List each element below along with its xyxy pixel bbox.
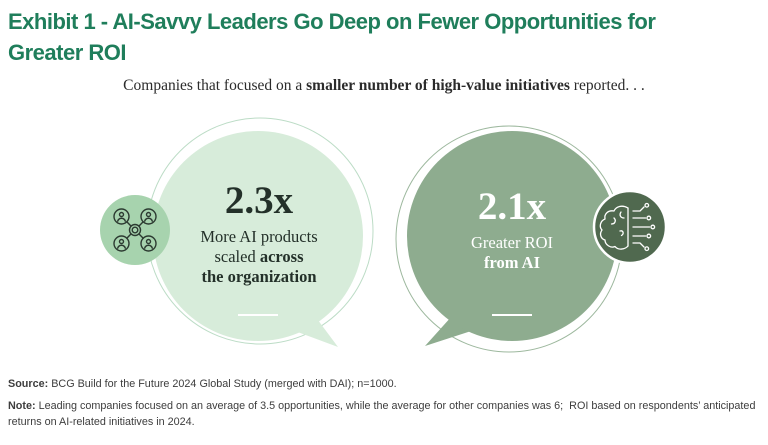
right-bubble (407, 131, 617, 341)
source-text: BCG Build for the Future 2024 Global Stu… (48, 378, 397, 390)
subtitle-prefix: Companies that focused on a (123, 77, 307, 94)
subtitle-bold: smaller number of high-value initiatives (306, 77, 570, 94)
title-line-1: Exhibit 1 - AI-Savvy Leaders Go Deep on … (8, 9, 656, 34)
stat-left-caption-line-1: More AI products (200, 227, 318, 246)
note-line: Note: Leading companies focused on an av… (8, 399, 760, 430)
footer: Source: BCG Build for the Future 2024 Gl… (8, 377, 760, 437)
stat-right-caption: Greater ROI from AI (406, 233, 618, 273)
ai-brain-icon (599, 202, 656, 252)
stat-left: 2.3x More AI products scaled across the … (153, 181, 365, 287)
stat-left-caption-line-2: scaled across (214, 247, 304, 267)
stat-left-caption-line-3: the organization (201, 267, 317, 287)
stat-left-caption: More AI products scaled across the organ… (153, 227, 365, 287)
stat-left-multiplier: 2.3x (224, 179, 294, 222)
note-label: Note: (8, 400, 36, 413)
left-bubble-dash (238, 314, 278, 316)
right-bubble-dash (492, 314, 532, 316)
stat-right: 2.1x Greater ROI from AI (406, 187, 618, 273)
source-line: Source: BCG Build for the Future 2024 Gl… (8, 377, 760, 392)
source-label: Source: (8, 378, 49, 390)
exhibit-subtitle: Companies that focused on a smaller numb… (0, 77, 768, 95)
note-text: Leading companies focused on an average … (8, 400, 759, 428)
stat-right-caption-line-1: Greater ROI (470, 233, 553, 252)
page-title: Exhibit 1 - AI-Savvy Leaders Go Deep on … (8, 6, 760, 68)
stat-right-multiplier: 2.1x (477, 185, 547, 228)
org-network-icon (113, 208, 157, 252)
subtitle-suffix: reported. . . (569, 77, 645, 94)
left-bubble (153, 131, 363, 341)
title-line-2: Greater ROI (8, 40, 127, 66)
right-icon-circle (592, 189, 668, 265)
stat-right-caption-line-2: from AI (483, 253, 541, 273)
